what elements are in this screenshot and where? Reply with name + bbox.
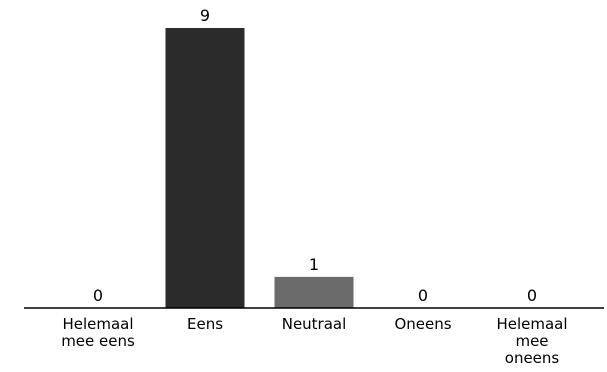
x-tick-label-line: Oneens [394, 315, 451, 333]
x-tick-label-line: Neutraal [282, 315, 347, 333]
value-labels-layer: 0 9 1 0 0 [93, 6, 537, 305]
x-tick-label-line: mee eens [61, 332, 135, 350]
x-tick-label-line: oneens [505, 349, 560, 367]
value-label-0: 0 [93, 286, 103, 305]
bar-1 [165, 28, 245, 308]
value-label-2: 1 [309, 255, 319, 274]
bar-2 [274, 276, 354, 308]
x-tick-label-4: Helemaal mee oneens [496, 315, 567, 367]
x-tick-label-0: Helemaal mee eens [61, 315, 135, 350]
value-label-4: 0 [527, 286, 537, 305]
x-tick-label-2: Neutraal [282, 315, 347, 333]
bars-layer [165, 28, 354, 308]
x-tick-label-line: mee [515, 332, 548, 350]
x-tick-label-line: Helemaal [62, 315, 133, 333]
x-tick-label-line: Eens [187, 315, 223, 333]
x-tick-label-3: Oneens [394, 315, 451, 333]
x-tick-label-line: Helemaal [496, 315, 567, 333]
x-tick-label-1: Eens [187, 315, 223, 333]
value-label-3: 0 [418, 286, 428, 305]
value-label-1: 9 [200, 6, 210, 25]
